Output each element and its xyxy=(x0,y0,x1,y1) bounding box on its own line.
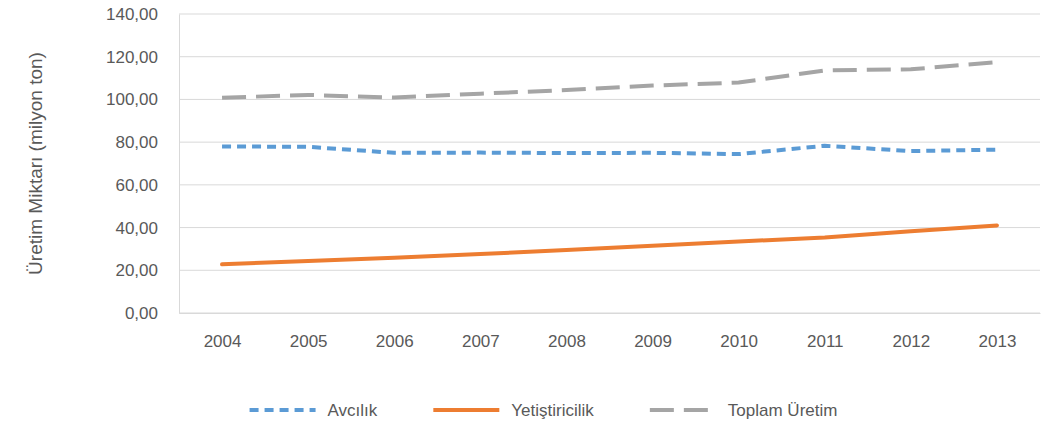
grid-line xyxy=(179,313,1040,314)
x-tick-label: 2004 xyxy=(204,332,242,351)
legend-item: Toplam Üretim xyxy=(650,401,838,420)
legend-swatch xyxy=(250,408,316,412)
line-series xyxy=(222,225,997,264)
legend-swatch xyxy=(650,408,716,412)
x-tick: 2008 xyxy=(548,313,586,351)
x-axis-line xyxy=(180,313,1041,314)
grid-line xyxy=(179,227,1040,228)
x-tick-label: 2006 xyxy=(376,332,414,351)
x-axis: 2004 2005 2006 2007 2008 2009 2010 2011 2012 2013 xyxy=(180,313,1041,351)
chart: 0,00 20,00 40,00 60,00 80,00 100,00 120,00 140,… xyxy=(0,0,1047,430)
x-tick: 2012 xyxy=(892,313,930,351)
y-tick-label: 40,00 xyxy=(115,219,158,238)
grid-line xyxy=(179,56,1040,57)
y-tick: 80,00 xyxy=(115,133,179,152)
legend-swatch xyxy=(433,408,499,412)
legend: Avcılık Yetiştiricilik Toplam Üretim xyxy=(250,401,838,420)
grid-line xyxy=(179,142,1040,143)
legend-label: Avcılık xyxy=(328,401,378,420)
grid-line xyxy=(179,14,1040,15)
x-tick-label: 2009 xyxy=(634,332,672,351)
line-series xyxy=(222,62,997,98)
y-tick-label: 140,00 xyxy=(106,5,158,24)
y-tick: 0,00 xyxy=(125,304,179,323)
x-tick: 2006 xyxy=(376,313,414,351)
y-tick-label: 100,00 xyxy=(106,90,158,109)
x-tick: 2013 xyxy=(979,313,1017,351)
y-tick-label: 80,00 xyxy=(115,133,158,152)
y-axis: 0,00 20,00 40,00 60,00 80,00 100,00 120,00 140,… xyxy=(106,5,180,323)
y-axis-title: Üretim Miktarı (milyon ton) xyxy=(25,52,46,275)
y-axis-line xyxy=(179,15,180,314)
y-tick: 120,00 xyxy=(106,48,179,67)
x-tick: 2009 xyxy=(634,313,672,351)
y-tick: 60,00 xyxy=(115,176,179,195)
grid-line xyxy=(179,99,1040,100)
legend-label: Toplam Üretim xyxy=(728,401,838,420)
legend-item: Avcılık xyxy=(250,401,378,420)
grid-line xyxy=(179,184,1040,185)
x-tick: 2005 xyxy=(290,313,328,351)
x-tick-label: 2013 xyxy=(979,332,1017,351)
y-tick-label: 60,00 xyxy=(115,176,158,195)
y-tick: 40,00 xyxy=(115,219,179,238)
x-tick-label: 2010 xyxy=(720,332,758,351)
grid-line xyxy=(179,270,1040,271)
x-tick: 2011 xyxy=(807,313,844,351)
y-tick-label: 0,00 xyxy=(125,304,158,323)
legend-item: Yetiştiricilik xyxy=(433,401,594,420)
x-tick-label: 2012 xyxy=(892,332,930,351)
y-tick: 20,00 xyxy=(115,261,179,280)
x-tick: 2007 xyxy=(462,313,500,351)
y-tick-label: 120,00 xyxy=(106,48,158,67)
line-series xyxy=(222,146,997,154)
grid xyxy=(179,14,1040,313)
y-tick: 140,00 xyxy=(106,5,179,24)
y-tick-label: 20,00 xyxy=(115,261,158,280)
x-tick-label: 2007 xyxy=(462,332,500,351)
legend-label: Yetiştiricilik xyxy=(511,401,594,420)
x-tick-label: 2008 xyxy=(548,332,586,351)
x-tick: 2004 xyxy=(204,313,242,351)
x-tick-label: 2005 xyxy=(290,332,328,351)
x-tick-label: 2011 xyxy=(807,332,844,351)
plot-area xyxy=(222,62,997,264)
x-tick: 2010 xyxy=(720,313,758,351)
y-tick: 100,00 xyxy=(106,90,179,109)
